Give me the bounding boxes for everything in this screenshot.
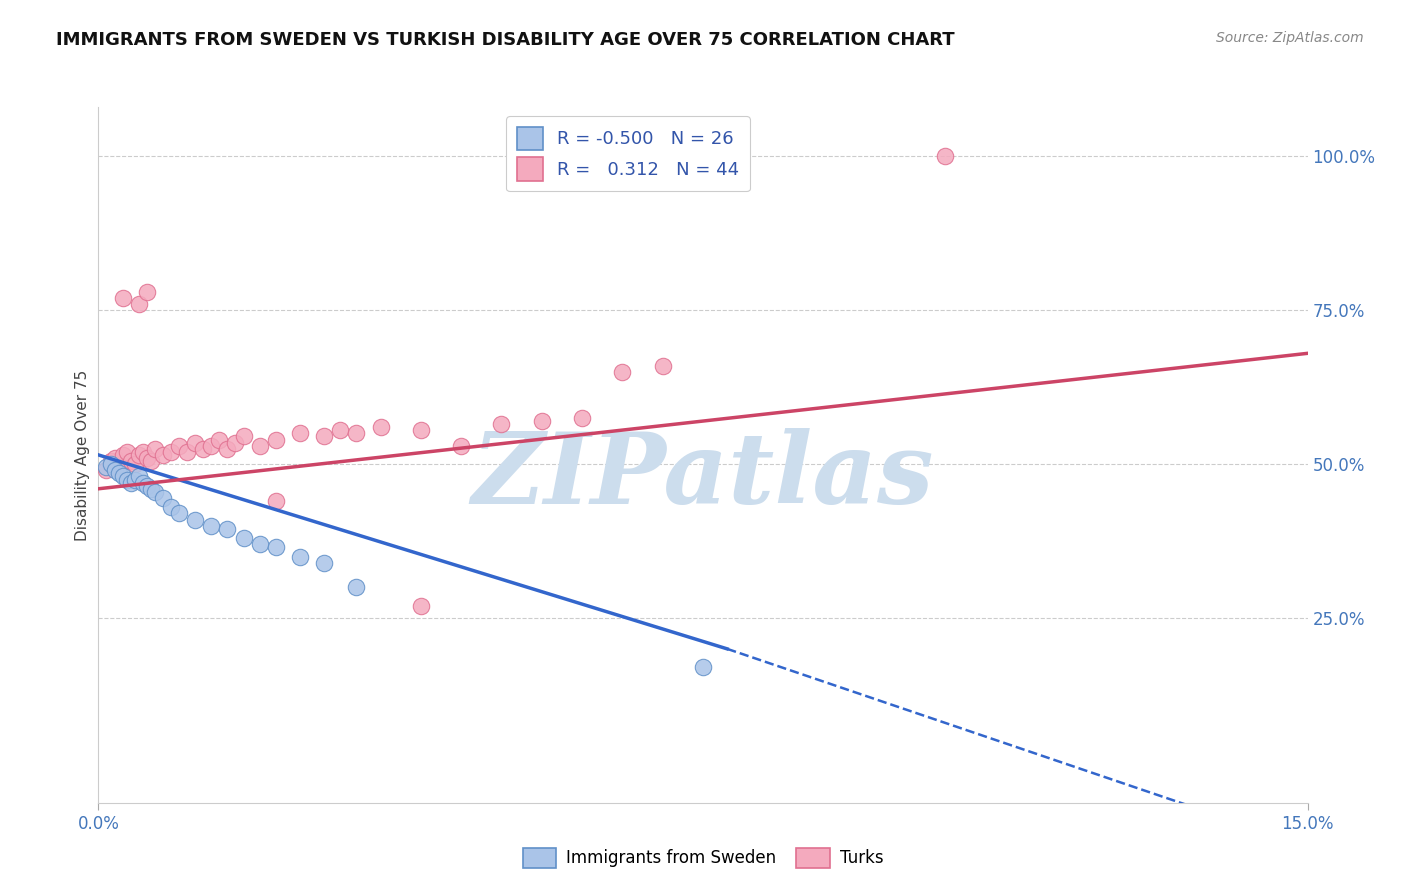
Point (224, 435, 246, 450)
Point (128, 297, 150, 311)
Point (217, 522, 239, 536)
Point (571, 411, 593, 425)
Point (208, 433, 231, 447)
Point (152, 448, 174, 462)
Point (143, 484, 166, 499)
Point (249, 537, 271, 551)
Point (249, 439, 271, 453)
Point (409, 423, 432, 437)
Point (264, 433, 287, 447)
Text: ZIPatlas: ZIPatlas (472, 427, 934, 524)
Y-axis label: Disability Age Over 75: Disability Age Over 75 (75, 369, 90, 541)
Point (314, 556, 336, 570)
Point (103, 450, 125, 465)
Point (409, 599, 432, 613)
Legend: Immigrants from Sweden, Turks: Immigrants from Sweden, Turks (516, 841, 890, 875)
Point (96, 460, 118, 475)
Point (111, 291, 134, 305)
Point (100, 457, 122, 471)
Text: Source: ZipAtlas.com: Source: ZipAtlas.com (1216, 31, 1364, 45)
Point (152, 491, 174, 505)
Point (344, 580, 367, 594)
Point (184, 435, 207, 450)
Point (193, 442, 215, 456)
Point (264, 541, 287, 555)
Point (264, 494, 287, 508)
Point (100, 454, 122, 468)
Point (288, 426, 311, 441)
Point (160, 445, 183, 459)
Text: IMMIGRANTS FROM SWEDEN VS TURKISH DISABILITY AGE OVER 75 CORRELATION CHART: IMMIGRANTS FROM SWEDEN VS TURKISH DISABI… (56, 31, 955, 49)
Point (132, 475, 155, 490)
Point (934, 149, 956, 163)
Point (96, 463, 118, 477)
Point (120, 454, 142, 468)
Point (200, 518, 222, 533)
Point (107, 467, 129, 481)
Point (232, 429, 254, 443)
Point (491, 417, 513, 431)
Point (314, 429, 336, 443)
Point (135, 285, 157, 299)
Point (115, 473, 138, 487)
Point (107, 460, 129, 475)
Point (344, 426, 367, 441)
Point (184, 512, 207, 526)
Point (103, 463, 125, 477)
Point (143, 442, 166, 456)
Legend: R = -0.500   N = 26, R =   0.312   N = 44: R = -0.500 N = 26, R = 0.312 N = 44 (506, 116, 749, 192)
Point (176, 445, 198, 459)
Point (530, 414, 553, 428)
Point (139, 454, 162, 468)
Point (167, 507, 190, 521)
Point (128, 448, 150, 462)
Point (167, 439, 190, 453)
Point (111, 448, 134, 462)
Point (450, 439, 472, 453)
Point (651, 359, 673, 373)
Point (139, 482, 162, 496)
Point (370, 420, 392, 434)
Point (124, 457, 146, 471)
Point (692, 660, 714, 674)
Point (232, 531, 254, 545)
Point (128, 469, 150, 483)
Point (160, 500, 183, 515)
Point (135, 479, 157, 493)
Point (200, 439, 222, 453)
Point (612, 365, 634, 379)
Point (124, 473, 146, 487)
Point (132, 445, 155, 459)
Point (288, 549, 311, 564)
Point (217, 442, 239, 456)
Point (115, 445, 138, 459)
Point (120, 475, 142, 490)
Point (111, 469, 134, 483)
Point (329, 423, 352, 437)
Point (135, 450, 157, 465)
